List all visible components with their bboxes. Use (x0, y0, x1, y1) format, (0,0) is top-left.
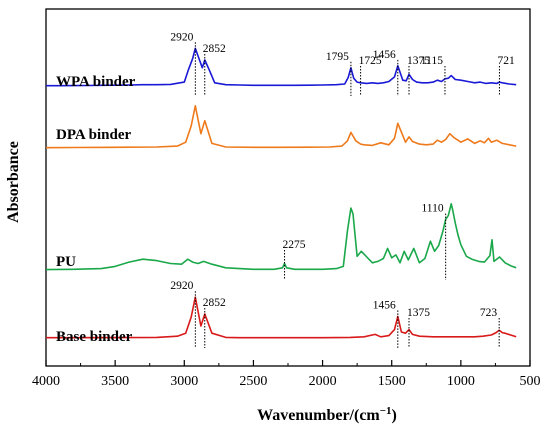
peak-label: 1725 (359, 55, 382, 67)
peak-label: 2920 (170, 31, 193, 43)
series-group (45, 47, 517, 339)
x-tick-label: 1000 (447, 374, 475, 389)
x-axis-title-superscript: −1 (380, 405, 392, 417)
x-tick-label: 2500 (239, 374, 267, 389)
peak-label: 2275 (283, 239, 306, 251)
series-line-wpa-binder (46, 47, 517, 87)
y-axis-title: Absorbance (5, 141, 22, 223)
x-tick-label: 1500 (378, 374, 406, 389)
axes: 4000 3500 3000 2500 2000 1500 1000 500 (32, 360, 541, 389)
x-axis-title: Wavenumber/(cm−1) (257, 405, 397, 424)
x-axis-title-close: ) (392, 407, 397, 424)
peak-label: 2920 (170, 280, 193, 292)
peak-label: 1110 (421, 203, 443, 215)
x-tick-label: 2000 (309, 374, 337, 389)
series-label-wpa-binder: WPA binder (56, 74, 136, 90)
plot-area (45, 8, 531, 367)
series-line-pu (45, 203, 517, 271)
x-tick-label: 4000 (32, 374, 60, 389)
peak-label: 1115 (421, 55, 443, 67)
x-axis-title-main: Wavenumber/(cm (257, 407, 380, 424)
plot-frame (45, 8, 531, 367)
series-label-dpa-binder: DPA binder (56, 127, 131, 143)
peak-label: 1375 (407, 55, 430, 67)
series-line-base-binder (46, 296, 517, 339)
series-line-dpa-binder (45, 105, 517, 149)
peak-label: 2852 (203, 297, 226, 309)
peak-label: 1375 (407, 307, 430, 319)
peak-label: 1795 (326, 51, 349, 63)
x-tick-label: 3000 (170, 374, 198, 389)
x-tick-label: 3500 (101, 374, 129, 389)
peak-label: 1456 (373, 49, 396, 61)
series-label-base-binder: Base binder (56, 329, 133, 345)
peak-label: 2852 (203, 43, 226, 55)
peak-label: 723 (480, 307, 498, 319)
series-labels: WPA binder DPA binder PU Base binder (56, 74, 136, 345)
peak-label: 1456 (373, 299, 396, 311)
peak-label: 721 (497, 55, 515, 67)
series-label-pu: PU (56, 254, 76, 270)
x-tick-label: 500 (520, 374, 541, 389)
